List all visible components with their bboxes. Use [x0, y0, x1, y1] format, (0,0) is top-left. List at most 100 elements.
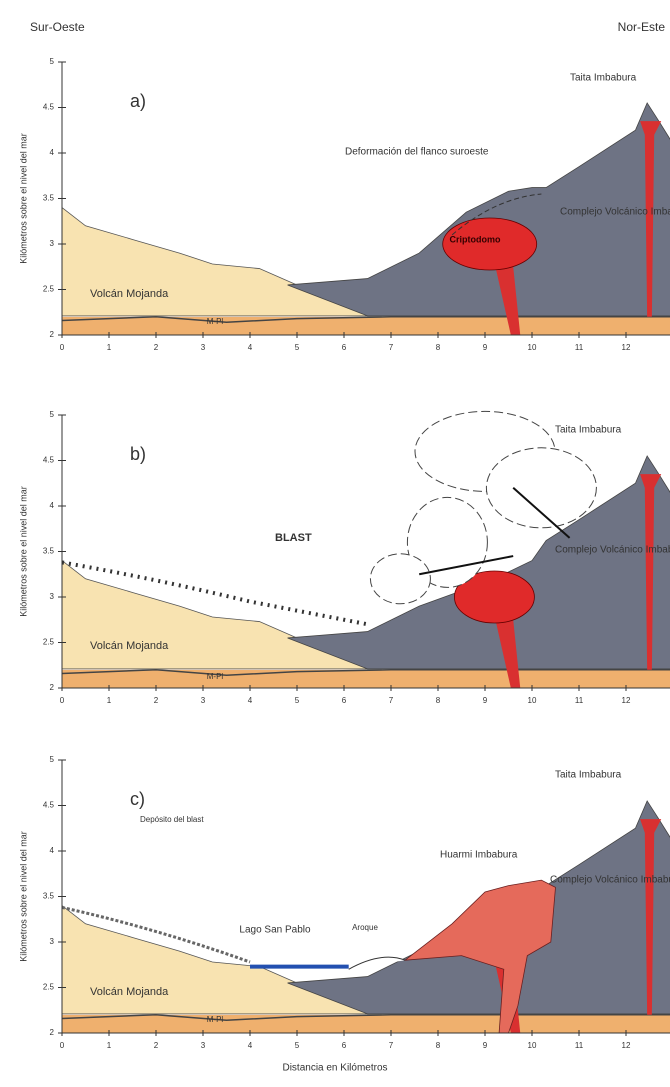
x-tick-label: 1 [107, 696, 112, 705]
x-tick-label: 10 [528, 696, 537, 705]
x-tick-label: 1 [107, 343, 112, 352]
y-tick-label: 3.5 [43, 194, 55, 203]
x-tick-label: 4 [248, 1041, 253, 1050]
x-tick-label: 2 [154, 696, 159, 705]
y-tick-label: 4 [50, 148, 55, 157]
imbabura-complex [287, 102, 670, 317]
x-tick-label: 2 [154, 343, 159, 352]
y-tick-label: 3.5 [43, 547, 55, 556]
x-tick-label: 7 [389, 343, 394, 352]
y-tick-label: 4 [50, 501, 55, 510]
basement-line [61, 1014, 670, 1022]
panel-label: Aroque [352, 923, 378, 932]
header-right: Nor-Este [618, 20, 666, 34]
x-tick-label: 5 [295, 1041, 300, 1050]
basement-line [61, 669, 670, 677]
x-tick-label: 3 [201, 696, 206, 705]
taita-conduit [640, 121, 662, 317]
x-tick-label: 10 [528, 1041, 537, 1050]
panel-label: Taita Imbabura [570, 73, 637, 84]
panel-label: Volcán Mojanda [90, 640, 169, 652]
y-axis-label: Kilómetros sobre el nivel del mar [18, 486, 28, 617]
x-tick-label: 5 [295, 343, 300, 352]
x-tick-label: 12 [622, 1041, 631, 1050]
conduit [494, 615, 521, 688]
panel-letter: a) [130, 91, 146, 111]
x-tick-label: 7 [389, 1041, 394, 1050]
y-tick-label: 4.5 [43, 103, 55, 112]
aroque-deposit [348, 956, 406, 970]
taita-conduit [640, 819, 662, 1015]
x-tick-label: 9 [483, 343, 488, 352]
x-tick-label: 12 [622, 696, 631, 705]
x-tick-label: 10 [528, 343, 537, 352]
x-tick-label: 8 [436, 1041, 441, 1050]
blast-cloud [369, 553, 431, 605]
blast-cloud [485, 447, 597, 529]
y-axis-label: Kilómetros sobre el nivel del mar [18, 831, 28, 962]
panel-label: Deformación del flanco suroeste [345, 147, 489, 158]
y-tick-label: 3.5 [43, 892, 55, 901]
y-axis-label: Kilómetros sobre el nivel del mar [18, 133, 28, 264]
panel-label: Depósito del blast [140, 815, 204, 824]
conduit [494, 262, 521, 335]
x-tick-label: 12 [622, 343, 631, 352]
x-tick-label: 4 [248, 343, 253, 352]
panel-label: Huarmi Imbabura [440, 850, 518, 861]
x-tick-label: 6 [342, 343, 347, 352]
x-tick-label: 9 [483, 1041, 488, 1050]
panel-label: Lago San Pablo [239, 925, 311, 936]
blast-arrow [419, 555, 514, 576]
huarmi-dome [403, 879, 556, 1034]
cryptodome [453, 570, 535, 624]
panel-label: Criptodomo [450, 234, 501, 244]
y-tick-label: 4 [50, 846, 55, 855]
x-tick-label: 11 [575, 696, 584, 705]
y-tick-label: 2 [50, 1028, 55, 1037]
x-tick-label: 3 [201, 1041, 206, 1050]
panel-label: Taita Imbabura [555, 770, 622, 781]
panel: 54.543.532.520 1 2 3 4 5 6 7 8 9 10 11 12Kilómetros … [18, 57, 670, 352]
x-tick-label: 11 [575, 343, 584, 352]
panel: 54.543.532.520 1 2 3 4 5 6 7 8 9 10 11 12Kilómetros … [18, 410, 670, 705]
cryptodome [442, 217, 538, 271]
x-tick-label: 3 [201, 343, 206, 352]
y-tick-label: 5 [50, 410, 55, 419]
panel-label: Volcán Mojanda [90, 288, 169, 300]
panel: 54.543.532.520 1 2 3 4 5 6 7 8 9 10 11 12Kilómetros … [18, 755, 670, 1050]
panel-letter: b) [130, 444, 146, 464]
panel-label: Complejo Volcánico Imbabura [560, 207, 670, 218]
x-tick-label: 5 [295, 696, 300, 705]
panel-label: M-Pl [207, 672, 224, 681]
x-tick-label: 2 [154, 1041, 159, 1050]
panel-label: Complejo Volcánico Imbabura [555, 545, 670, 556]
panel-label: Volcán Mojanda [90, 986, 169, 998]
y-tick-label: 5 [50, 57, 55, 66]
y-tick-label: 4.5 [43, 801, 55, 810]
y-tick-label: 5 [50, 755, 55, 764]
y-tick-label: 2.5 [43, 983, 55, 992]
x-tick-label: 7 [389, 696, 394, 705]
panel-label: BLAST [275, 532, 312, 544]
x-tick-label: 9 [483, 696, 488, 705]
x-tick-label: 0 [60, 343, 65, 352]
x-axis-label: Distancia en Kilómetros [282, 1063, 387, 1074]
x-tick-label: 6 [342, 1041, 347, 1050]
blast-arrow [512, 487, 571, 539]
deformation-line [451, 193, 542, 236]
imbabura-complex [287, 455, 670, 670]
x-tick-label: 8 [436, 343, 441, 352]
panel-label: M-Pl [207, 1015, 224, 1024]
taita-conduit [640, 474, 662, 670]
y-tick-label: 2.5 [43, 638, 55, 647]
x-tick-label: 11 [575, 1041, 584, 1050]
y-tick-label: 2.5 [43, 285, 55, 294]
y-tick-label: 3 [50, 592, 55, 601]
panel-letter: c) [130, 789, 145, 809]
blast-deposit [61, 905, 251, 964]
y-tick-label: 2 [50, 683, 55, 692]
x-tick-label: 1 [107, 1041, 112, 1050]
x-tick-label: 6 [342, 696, 347, 705]
x-tick-label: 4 [248, 696, 253, 705]
panel-label: Taita Imbabura [555, 425, 622, 436]
